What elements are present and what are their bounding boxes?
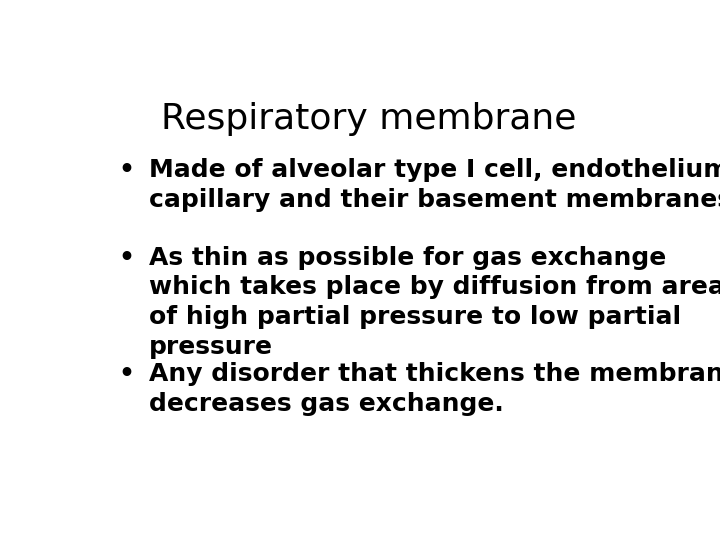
- Text: Made of alveolar type I cell, endothelium of
capillary and their basement membra: Made of alveolar type I cell, endotheliu…: [148, 158, 720, 212]
- Text: Respiratory membrane: Respiratory membrane: [161, 102, 577, 136]
- Text: •: •: [118, 158, 134, 183]
- Text: •: •: [118, 362, 134, 386]
- Text: Any disorder that thickens the membrane
decreases gas exchange.: Any disorder that thickens the membrane …: [148, 362, 720, 416]
- Text: •: •: [118, 246, 134, 269]
- Text: As thin as possible for gas exchange
which takes place by diffusion from areas
o: As thin as possible for gas exchange whi…: [148, 246, 720, 359]
